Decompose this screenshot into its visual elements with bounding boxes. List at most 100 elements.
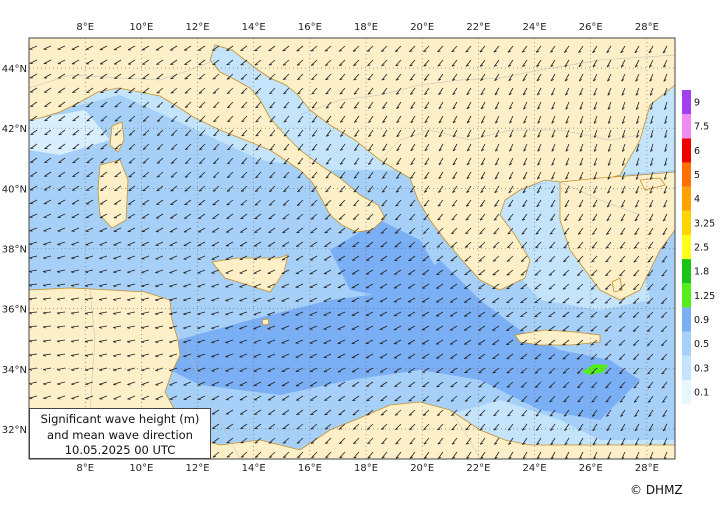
wave-arrow-head: [325, 78, 329, 81]
wave-arrow-head: [297, 106, 301, 109]
wave-arrow: [337, 297, 346, 302]
wave-arrow-head: [607, 79, 611, 82]
wave-arrow: [492, 255, 500, 262]
wave-arrow-head: [29, 243, 33, 246]
wave-arrow: [324, 241, 332, 247]
wave-arrow-head: [381, 218, 385, 221]
wave-arrow-head: [424, 134, 428, 138]
wave-arrow: [72, 101, 80, 108]
wave-arrow: [393, 283, 402, 289]
wave-arrow-head: [241, 162, 245, 165]
wave-arrow: [128, 101, 136, 108]
wave-arrow: [395, 185, 402, 193]
wave-arrow: [438, 101, 444, 109]
wave-arrow: [212, 213, 220, 219]
wave-arrow: [534, 283, 542, 290]
wave-arrow-head: [367, 204, 371, 207]
wave-arrow: [72, 143, 80, 150]
wave-arrow: [310, 227, 318, 234]
wave-arrow: [563, 395, 570, 403]
wave-arrow: [478, 395, 486, 402]
wave-arrow-head: [620, 414, 624, 417]
wave-arrow-head: [227, 106, 231, 109]
wave-arrow: [85, 297, 94, 300]
wave-arrow: [649, 451, 654, 459]
wave-arrow: [648, 227, 654, 235]
wave-arrow: [100, 101, 108, 108]
wave-arrow: [436, 241, 444, 248]
wave-arrow-head: [43, 383, 47, 386]
wave-arrow-head: [536, 64, 540, 67]
lon-tick-label-bottom: 8°E: [76, 463, 94, 474]
wave-arrow: [621, 129, 626, 138]
wave-arrow: [282, 227, 290, 233]
wave-arrow-head: [507, 218, 512, 221]
wave-arrow-head: [634, 219, 638, 222]
wave-arrow: [549, 227, 556, 235]
wave-arrow: [86, 115, 94, 122]
wave-arrow-head: [535, 50, 540, 53]
wave-arrow: [407, 297, 416, 303]
wave-arrow: [44, 115, 52, 122]
wave-arrow: [170, 115, 178, 122]
wave-arrow-head: [664, 135, 668, 138]
wave-arrow-head: [141, 355, 145, 358]
wave-arrow: [267, 241, 276, 247]
wave-arrow-head: [171, 162, 175, 164]
wave-arrow-head: [591, 400, 595, 403]
wave-arrow: [113, 269, 122, 273]
wave-arrow: [57, 59, 66, 65]
land-rhodes: [611, 277, 623, 293]
wave-arrow: [239, 353, 248, 358]
wave-arrow: [226, 73, 234, 80]
wave-arrow-head: [127, 313, 131, 315]
legend-label: 9: [694, 98, 700, 109]
wave-arrow: [621, 451, 626, 459]
wave-arrow-head: [534, 372, 538, 374]
wave-arrow: [338, 45, 346, 52]
wave-arrow-head: [466, 92, 470, 96]
wave-arrow: [281, 367, 290, 372]
wave-arrow: [227, 129, 234, 137]
wave-arrow-head: [100, 148, 104, 150]
wave-arrow: [537, 129, 542, 138]
wave-arrow-head: [438, 106, 442, 110]
wave-arrow: [563, 255, 570, 262]
wave-arrow-head: [565, 93, 569, 96]
wave-arrow-head: [213, 148, 217, 151]
wave-arrow: [604, 339, 612, 346]
wave-arrow-head: [394, 246, 398, 248]
wave-arrow: [323, 297, 332, 302]
longitude-labels-top: 8°E 10°E 12°E 14°E 16°E 18°E 20°E 22°E 24°E 26°E 2…: [76, 22, 659, 33]
wave-arrow: [367, 437, 374, 445]
wave-arrow-head: [311, 442, 315, 444]
wave-arrow-head: [184, 176, 189, 178]
wave-arrow: [393, 297, 402, 303]
wave-arrow-head: [127, 271, 131, 274]
wave-arrow-head: [29, 354, 33, 357]
land-malta: [261, 318, 270, 326]
wave-arrow: [635, 199, 640, 208]
wave-arrow: [437, 73, 444, 81]
wave-arrow: [353, 437, 360, 444]
wave-arrow: [479, 59, 486, 67]
wave-arrow: [632, 297, 640, 304]
wave-arrow: [506, 283, 514, 290]
wave-arrow: [295, 381, 304, 387]
wave-arrow: [29, 325, 38, 328]
wave-arrow-head: [338, 218, 343, 220]
wave-arrow: [605, 409, 612, 417]
wave-arrow-head: [621, 163, 625, 166]
wave-arrow: [281, 353, 290, 358]
wave-arrow: [324, 213, 332, 220]
wave-arrow: [394, 381, 402, 387]
wave-arrow: [421, 325, 430, 331]
wave-arrow: [466, 129, 472, 138]
wave-arrow-head: [155, 299, 159, 302]
wave-arrow-head: [661, 386, 665, 389]
wave-arrow: [199, 129, 206, 136]
wave-arrow-head: [509, 107, 512, 110]
wave-arrow: [424, 115, 430, 124]
wave-arrow: [438, 129, 444, 138]
wave-arrow-head: [423, 414, 427, 416]
